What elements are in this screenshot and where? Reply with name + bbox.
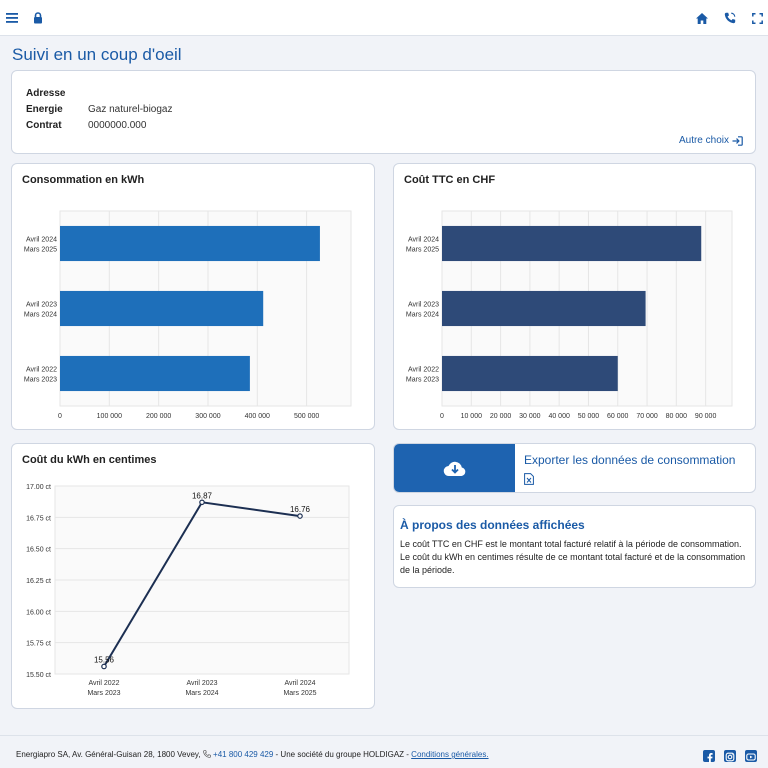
- bar: [60, 290, 264, 327]
- fullscreen-icon[interactable]: [749, 10, 765, 26]
- x-tick-label: 10 000: [461, 413, 483, 420]
- x-tick-label: 40 000: [548, 413, 570, 420]
- phone-icon[interactable]: [722, 10, 738, 26]
- y-tick-label: 16.00 ct: [26, 609, 51, 616]
- export-download-button[interactable]: [394, 444, 515, 492]
- group-text: - Une société du groupe HOLDIGAZ -: [275, 750, 409, 759]
- kwh-price-line-chart: 15.50 ct 15.75 ct 16.00 ct 16.25 ct 16.50 ct…: [26, 484, 350, 697]
- about-title: À propos des données affichées: [400, 518, 585, 532]
- chart-title: Coût du kWh en centimes: [22, 454, 157, 466]
- contract-value: 0000000.000: [88, 120, 147, 131]
- top-bar: [0, 0, 768, 36]
- chart-title: Consommation en kWh: [22, 174, 145, 186]
- excel-file-icon[interactable]: [524, 473, 534, 485]
- instagram-icon[interactable]: [724, 750, 736, 762]
- data-label: 16.87: [192, 491, 213, 500]
- footer: Energiapro SA, Av. Général-Guisan 28, 18…: [0, 735, 768, 768]
- other-choice-label: Autre choix: [678, 135, 729, 146]
- y-tick-label: Avril 2024: [26, 237, 57, 244]
- contract-label: Contrat: [26, 120, 62, 131]
- lock-icon[interactable]: [30, 10, 46, 26]
- y-tick-label: 16.75 ct: [26, 515, 51, 522]
- y-tick-label: Mars 2025: [24, 247, 57, 254]
- x-tick-label: 400 000: [245, 413, 270, 420]
- x-tick-label: 60 000: [607, 413, 629, 420]
- x-tick-label: 70 000: [636, 413, 658, 420]
- x-tick-label: 300 000: [195, 413, 220, 420]
- data-label: 16.76: [290, 505, 311, 514]
- page-title: Suivi en un coup d'oeil: [12, 45, 182, 64]
- y-tick-label: 16.50 ct: [26, 547, 51, 554]
- x-tick-label: Mars 2024: [185, 690, 218, 697]
- x-tick-label: Avril 2022: [88, 680, 119, 687]
- x-tick-label: Avril 2023: [186, 680, 217, 687]
- x-tick-label: Avril 2024: [284, 680, 315, 687]
- phone-link[interactable]: +41 800 429 429: [213, 750, 274, 759]
- contract-info-card: Adresse Energie Gaz naturel-biogaz Contr…: [11, 70, 756, 154]
- consumption-chart-card: Consommation en kWh 0 100 000 200 000 300 0…: [11, 163, 375, 430]
- x-tick-label: 200 000: [146, 413, 171, 420]
- other-choice-link[interactable]: Autre choix: [679, 135, 743, 146]
- y-tick-label: 15.75 ct: [26, 641, 51, 648]
- footer-text: Energiapro SA, Av. Général-Guisan 28, 18…: [16, 750, 489, 759]
- menu-icon[interactable]: [4, 10, 20, 26]
- x-tick-label: 20 000: [490, 413, 512, 420]
- bar: [442, 355, 618, 392]
- y-tick-label: Mars 2023: [24, 377, 57, 384]
- cost-bar-chart: 0 10 000 20 000 30 000 40 000 50 000 60 000 70 …: [406, 210, 733, 420]
- y-tick-label: 16.25 ct: [26, 578, 51, 585]
- y-tick-label: Avril 2022: [408, 367, 439, 374]
- data-point: [297, 513, 303, 519]
- x-tick-label: 100 000: [97, 413, 122, 420]
- y-tick-label: Avril 2024: [408, 237, 439, 244]
- bar: [442, 290, 646, 327]
- bar: [60, 355, 250, 392]
- phone-icon: [202, 750, 211, 758]
- kwh-price-chart-card: Coût du kWh en centimes 15.50 ct 15.75 ct…: [11, 443, 375, 709]
- y-tick-label: Mars 2024: [406, 312, 439, 319]
- x-tick-label: Mars 2023: [87, 690, 120, 697]
- export-link[interactable]: Exporter les données de consommation: [524, 453, 736, 467]
- data-point: [101, 663, 107, 670]
- address-label: Adresse: [26, 88, 66, 99]
- x-tick-label: 50 000: [578, 413, 600, 420]
- x-tick-label: 90 000: [695, 413, 717, 420]
- x-tick-label: 30 000: [519, 413, 541, 420]
- about-data-card: À propos des données affichées Le coût T…: [393, 505, 756, 588]
- y-tick-label: Avril 2023: [408, 302, 439, 309]
- cost-chart-card: Coût TTC en CHF 0 10 000 20 000 30 000 40 00…: [393, 163, 756, 430]
- export-card: Exporter les données de consommation: [393, 443, 756, 493]
- x-tick-label: 80 000: [666, 413, 688, 420]
- sign-in-arrow-icon: [732, 135, 743, 146]
- x-tick-label: Mars 2025: [283, 690, 316, 697]
- y-tick-label: Mars 2024: [24, 312, 57, 319]
- data-point: [199, 499, 205, 506]
- x-tick-label: 0: [58, 413, 62, 420]
- y-tick-label: Mars 2023: [406, 377, 439, 384]
- youtube-icon[interactable]: [745, 750, 757, 762]
- data-label: 15.56: [94, 655, 115, 664]
- company-address: Energiapro SA, Av. Général-Guisan 28, 18…: [16, 750, 201, 759]
- y-tick-label: 15.50 ct: [26, 672, 51, 679]
- y-tick-label: Mars 2025: [406, 247, 439, 254]
- bar: [442, 225, 702, 262]
- y-tick-label: Avril 2023: [26, 302, 57, 309]
- chart-title: Coût TTC en CHF: [404, 174, 496, 186]
- home-icon[interactable]: [694, 10, 710, 26]
- facebook-icon[interactable]: [703, 750, 715, 763]
- x-tick-label: 0: [440, 413, 444, 420]
- energy-label: Energie: [26, 104, 63, 115]
- about-text: Le coût TTC en CHF est le montant total …: [400, 539, 746, 575]
- y-tick-label: Avril 2022: [26, 367, 57, 374]
- energy-value: Gaz naturel-biogaz: [88, 104, 173, 115]
- x-tick-label: 500 000: [294, 413, 319, 420]
- cloud-download-icon: [443, 461, 465, 477]
- y-tick-label: 17.00 ct: [26, 484, 51, 491]
- consumption-bar-chart: 0 100 000 200 000 300 000 400 000 500 000 Avri…: [24, 210, 352, 420]
- bar: [60, 225, 320, 262]
- terms-link[interactable]: Conditions générales.: [411, 750, 489, 759]
